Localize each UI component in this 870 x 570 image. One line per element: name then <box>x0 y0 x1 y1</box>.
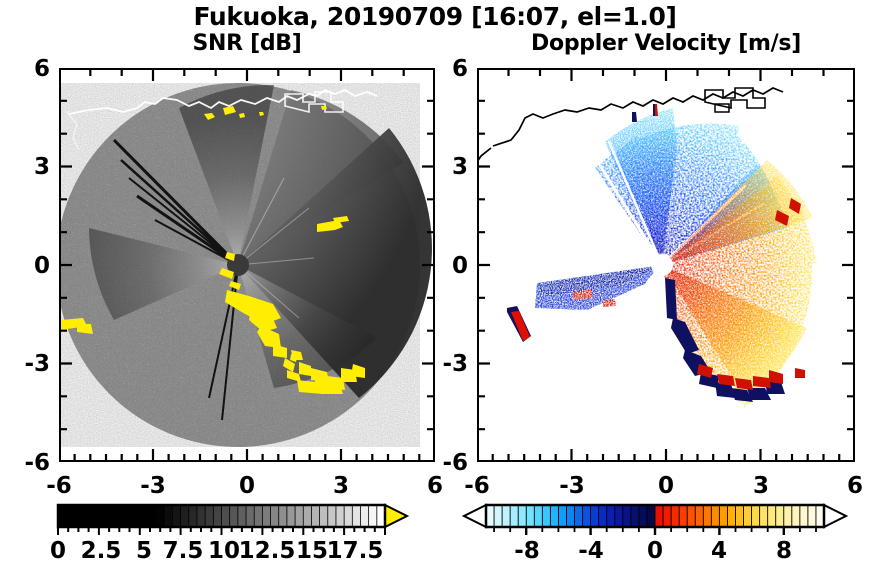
doppler-blue-west-arm <box>535 265 662 310</box>
doppler-coastline-bay <box>704 87 766 110</box>
snr-xtick-neg6: -6 <box>46 473 72 499</box>
snr-colorbar-ticks <box>57 527 386 535</box>
doppler-sw-clutter <box>507 306 531 342</box>
snr-axis-frame <box>59 68 435 462</box>
doppler-xtick-neg6: -6 <box>464 473 490 499</box>
doppler-ytick-neg3: -3 <box>442 351 468 377</box>
doppler-colorbar-major-ticks <box>525 527 785 535</box>
doppler-xticks-top <box>477 68 855 81</box>
doppler-xtick-3: 3 <box>752 473 769 499</box>
snr-colorbar-cells <box>58 504 386 528</box>
snr-xticks-top <box>59 68 435 81</box>
doppler-yticks-left <box>477 68 490 462</box>
doppler-yticks-right <box>842 68 855 462</box>
doppler-coast-clutter <box>632 104 658 122</box>
doppler-cb-label-4: 4 <box>710 538 727 564</box>
doppler-xtick-0: 0 <box>657 473 674 499</box>
snr-cb-label-2p5: 2.5 <box>80 538 122 564</box>
snr-data-layer <box>59 83 432 447</box>
snr-yticks-right <box>422 68 435 462</box>
snr-xtick-neg3: -3 <box>140 473 166 499</box>
doppler-colorbar-minor-ticks <box>493 527 817 532</box>
snr-cb-label-15: 15 <box>295 538 328 564</box>
snr-colorbar-over-arrow <box>384 503 410 529</box>
snr-shadow-spokes <box>112 138 240 421</box>
doppler-ytick-neg6: -6 <box>442 450 468 476</box>
snr-bright-sector-nw <box>179 84 274 266</box>
snr-bright-spokes <box>237 177 315 319</box>
plot-snr[interactable] <box>59 68 435 462</box>
doppler-xtick-6: 6 <box>846 473 863 499</box>
snr-xticks-bottom <box>59 449 435 462</box>
snr-xtick-0: 0 <box>238 473 255 499</box>
snr-bright-sector-n <box>238 90 404 265</box>
doppler-xticks-bottom <box>477 449 855 462</box>
doppler-ytick-3: 3 <box>451 154 468 180</box>
snr-coastline-bay <box>284 91 344 114</box>
snr-ytick-neg6: -6 <box>24 450 50 476</box>
doppler-cb-label-neg4: -4 <box>578 538 604 564</box>
snr-xtick-3: 3 <box>332 473 349 499</box>
snr-bright-sector-w <box>89 228 238 320</box>
doppler-xtick-neg3: -3 <box>559 473 585 499</box>
snr-cb-label-0: 0 <box>49 538 66 564</box>
figure-title: Fukuoka, 20190709 [16:07, el=1.0] <box>193 2 677 31</box>
doppler-cb-label-neg8: -8 <box>514 538 540 564</box>
doppler-colorbar-under-arrow <box>461 503 487 529</box>
snr-clutter-regions <box>61 106 365 394</box>
snr-ytick-neg3: -3 <box>24 351 50 377</box>
snr-cb-label-12p5: 12.5 <box>238 538 296 564</box>
doppler-ytick-6: 6 <box>451 56 468 82</box>
snr-cb-label-5: 5 <box>135 538 152 564</box>
snr-cb-label-17p5: 17.5 <box>326 538 384 564</box>
doppler-coastline <box>492 87 784 147</box>
snr-bright-sector <box>238 128 432 398</box>
doppler-cb-label-0: 0 <box>646 538 663 564</box>
doppler-cb-label-8: 8 <box>775 538 792 564</box>
doppler-ytick-0: 0 <box>451 253 468 279</box>
doppler-data-layer <box>477 87 817 408</box>
doppler-colorbar[interactable] <box>460 503 850 535</box>
doppler-coastline-island <box>714 103 730 113</box>
doppler-red-lobe-edge <box>662 160 813 398</box>
snr-xtick-6: 6 <box>426 473 443 499</box>
doppler-colorbar-over-arrow <box>823 503 849 529</box>
snr-cb-label-10: 10 <box>207 538 240 564</box>
doppler-axis-frame <box>477 68 855 462</box>
snr-colorbar[interactable] <box>55 503 410 535</box>
snr-cb-label-7p5: 7.5 <box>162 538 204 564</box>
snr-ytick-3: 3 <box>33 154 50 180</box>
snr-ytick-6: 6 <box>33 56 50 82</box>
panel-title-snr: SNR [dB] <box>192 31 302 56</box>
doppler-red-fringe <box>697 198 805 390</box>
snr-ytick-0: 0 <box>33 253 50 279</box>
plot-doppler[interactable] <box>477 68 855 462</box>
doppler-radar-center <box>651 254 673 276</box>
snr-yticks-left <box>59 68 72 462</box>
doppler-colorbar-cells <box>485 504 825 528</box>
panel-title-doppler: Doppler Velocity [m/s] <box>531 31 801 56</box>
snr-coastline-west <box>66 111 80 151</box>
